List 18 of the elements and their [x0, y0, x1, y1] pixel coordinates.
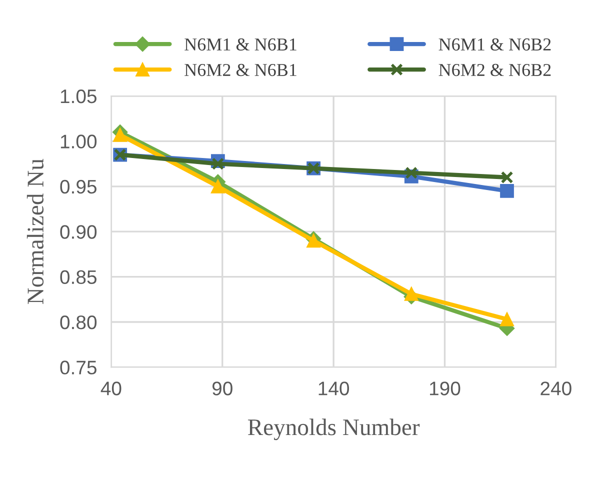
- x-tick-label: 190: [430, 382, 460, 396]
- legend-label: N6M2 & N6B1: [184, 64, 296, 76]
- x-axis-title: Reynolds Number: [248, 418, 420, 440]
- x-tick-label: 140: [318, 382, 350, 396]
- y-tick-label: 0.90: [60, 225, 97, 239]
- legend-label: N6M2 & N6B2: [438, 64, 551, 76]
- y-tick-label: 0.80: [60, 315, 97, 330]
- y-tick-label: 0.85: [60, 270, 96, 284]
- x-tick-label: 90: [212, 382, 232, 396]
- y-tick-label: 0.95: [60, 180, 96, 194]
- y-tick-label: 1.00: [60, 134, 97, 148]
- y-axis-title: Normalized Nu: [26, 158, 44, 304]
- x-tick-label: 40: [100, 382, 122, 396]
- legend-label: N6M1 & N6B2: [438, 38, 551, 51]
- y-tick-label: 0.75: [60, 360, 96, 374]
- legend-label: N6M1 & N6B1: [184, 38, 296, 51]
- y-tick-label: 1.05: [60, 89, 96, 104]
- x-tick-label: 240: [540, 382, 572, 396]
